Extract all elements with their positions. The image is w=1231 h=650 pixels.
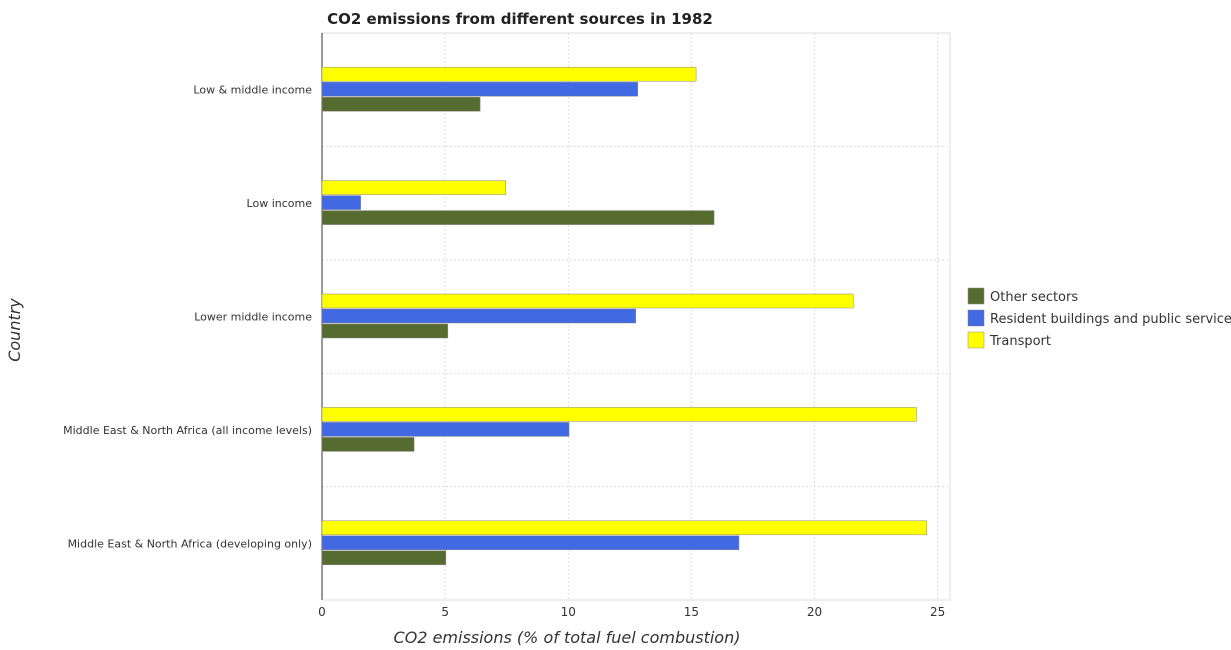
y-category-label: Low income [247,197,313,210]
y-axis-label: Country [5,298,24,362]
legend-swatch [967,331,985,349]
legend-label: Other sectors [990,290,1078,305]
legend-swatch [967,309,985,327]
legend-swatch [967,287,985,305]
chart-title: CO2 emissions from different sources in … [327,10,713,28]
bar [321,323,449,339]
x-tick-label: 20 [807,605,822,619]
legend: Other sectors Resident buildings and publ… [967,287,1231,349]
bar [321,66,697,82]
bar [321,520,927,536]
bar [321,308,637,324]
bar [321,180,506,195]
x-tick-label: 25 [930,605,945,619]
bar [321,96,481,112]
legend-label: Transport [989,334,1051,349]
bar [321,535,740,551]
bar [321,293,854,309]
bar [321,210,715,225]
y-category-label: Low & middle income [193,84,312,97]
bar [321,81,638,97]
y-category-label: Lower middle income [194,311,312,324]
y-category-label: Middle East & North Africa (developing o… [68,537,312,550]
y-categories: Low & middle income Low income Lower middl… [63,84,312,551]
bar [321,195,361,210]
bar [321,550,447,566]
legend-label: Resident buildings and public services [990,312,1231,327]
bars [321,66,927,566]
x-tick-label: 10 [561,605,576,619]
x-tick-label: 5 [441,605,449,619]
bar [321,437,415,452]
x-axis-label: CO2 emissions (% of total fuel combustio… [394,628,741,647]
x-tick-label: 15 [684,605,699,619]
x-ticks: 0 5 10 15 20 25 [318,605,945,619]
bar [321,407,917,422]
bar [321,422,570,437]
x-tick-label: 0 [318,605,326,619]
y-category-label: Middle East & North Africa (all income l… [63,424,312,437]
